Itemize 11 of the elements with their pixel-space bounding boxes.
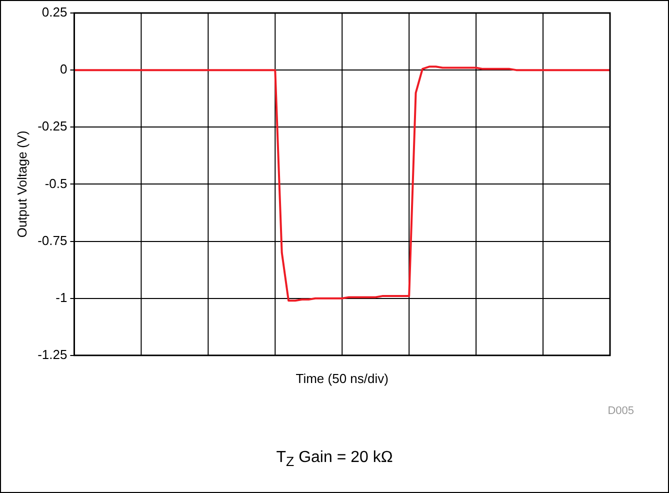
text: T$_{Z}$ Gain = 20 kΩ xyxy=(275,449,394,470)
y-tick-label: 0.25 xyxy=(42,4,68,20)
x-axis-title: Time (50 ns/div) xyxy=(296,370,388,386)
y-axis-title: Output Voltage (V) xyxy=(14,130,30,238)
y-tick-label: -1 xyxy=(56,290,68,305)
y-tick-label: -1.25 xyxy=(38,346,68,362)
y-tick-label: -0.25 xyxy=(38,118,68,134)
text: D005 xyxy=(608,405,634,417)
y-tick-label: -0.75 xyxy=(38,232,68,248)
y-tick-label: -0.5 xyxy=(44,176,68,191)
y-tick-label: 0 xyxy=(60,62,68,77)
